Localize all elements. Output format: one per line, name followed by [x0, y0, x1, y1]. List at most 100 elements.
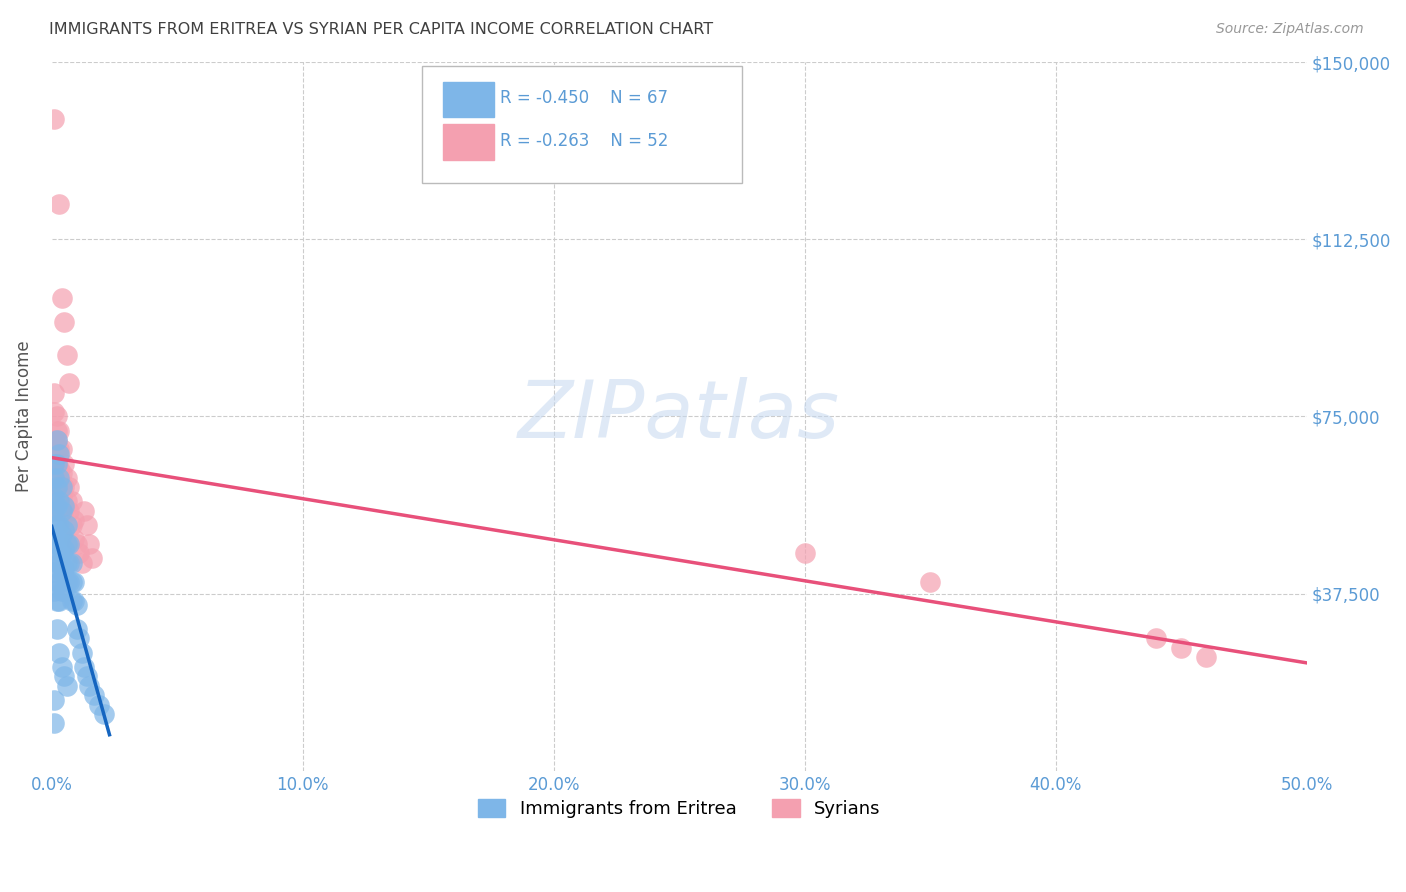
Point — [51, 490, 73, 504]
Point — [44, 405, 66, 419]
Point — [58, 574, 80, 589]
Point — [51, 584, 73, 599]
Point — [51, 442, 73, 457]
Point — [56, 537, 79, 551]
Point — [56, 518, 79, 533]
Text: ZIPatlas: ZIPatlas — [519, 377, 841, 456]
Point — [60, 518, 83, 533]
Point — [45, 518, 67, 533]
Point — [1144, 632, 1167, 646]
Point — [70, 646, 93, 660]
Point — [44, 471, 66, 485]
Point — [80, 551, 103, 566]
Point — [89, 698, 111, 712]
Text: IMMIGRANTS FROM ERITREA VS SYRIAN PER CAPITA INCOME CORRELATION CHART: IMMIGRANTS FROM ERITREA VS SYRIAN PER CA… — [49, 22, 713, 37]
Point — [44, 693, 66, 707]
Point — [44, 716, 66, 731]
Point — [67, 546, 90, 560]
Point — [45, 442, 67, 457]
FancyBboxPatch shape — [422, 66, 742, 183]
Point — [45, 433, 67, 447]
Point — [53, 504, 76, 518]
Point — [53, 584, 76, 599]
Point — [63, 574, 86, 589]
Point — [51, 291, 73, 305]
Point — [45, 593, 67, 607]
Point — [60, 494, 83, 508]
Point — [45, 537, 67, 551]
Point — [48, 447, 70, 461]
Point — [53, 499, 76, 513]
Point — [44, 527, 66, 541]
Point — [58, 504, 80, 518]
Point — [44, 112, 66, 126]
Point — [53, 480, 76, 494]
Point — [44, 518, 66, 533]
Point — [73, 504, 96, 518]
Point — [44, 504, 66, 518]
Point — [63, 513, 86, 527]
Point — [44, 584, 66, 599]
Point — [63, 533, 86, 547]
Point — [79, 537, 101, 551]
Point — [48, 646, 70, 660]
Point — [45, 622, 67, 636]
Point — [44, 433, 66, 447]
Point — [48, 574, 70, 589]
Point — [53, 541, 76, 556]
Point — [48, 466, 70, 480]
Point — [79, 679, 101, 693]
Point — [58, 537, 80, 551]
Point — [1195, 650, 1218, 665]
Point — [76, 669, 98, 683]
Point — [51, 546, 73, 560]
Point — [93, 706, 115, 721]
Point — [44, 490, 66, 504]
Legend: Immigrants from Eritrea, Syrians: Immigrants from Eritrea, Syrians — [471, 791, 887, 825]
Point — [44, 504, 66, 518]
Point — [51, 527, 73, 541]
Point — [44, 457, 66, 471]
Point — [793, 546, 815, 560]
Point — [45, 480, 67, 494]
Point — [48, 556, 70, 570]
Point — [66, 599, 89, 613]
Point — [56, 574, 79, 589]
Point — [45, 556, 67, 570]
Point — [51, 480, 73, 494]
Point — [45, 457, 67, 471]
Point — [83, 688, 105, 702]
Point — [45, 480, 67, 494]
Point — [48, 537, 70, 551]
Point — [44, 566, 66, 580]
Point — [48, 471, 70, 485]
Point — [51, 480, 73, 494]
Point — [51, 566, 73, 580]
Point — [48, 494, 70, 508]
Point — [51, 660, 73, 674]
Point — [45, 457, 67, 471]
Point — [56, 348, 79, 362]
Point — [53, 499, 76, 513]
Point — [58, 556, 80, 570]
Point — [56, 471, 79, 485]
Point — [58, 480, 80, 494]
Point — [920, 574, 942, 589]
Point — [1170, 640, 1192, 655]
Point — [44, 537, 66, 551]
Point — [76, 518, 98, 533]
Point — [53, 523, 76, 537]
Text: R = -0.450    N = 67: R = -0.450 N = 67 — [499, 89, 668, 107]
Point — [45, 424, 67, 438]
Point — [45, 504, 67, 518]
Point — [60, 593, 83, 607]
Point — [63, 593, 86, 607]
Point — [56, 494, 79, 508]
Point — [45, 574, 67, 589]
Point — [56, 679, 79, 693]
Point — [44, 457, 66, 471]
Point — [60, 556, 83, 570]
Point — [48, 424, 70, 438]
Point — [66, 622, 89, 636]
FancyBboxPatch shape — [443, 125, 494, 160]
